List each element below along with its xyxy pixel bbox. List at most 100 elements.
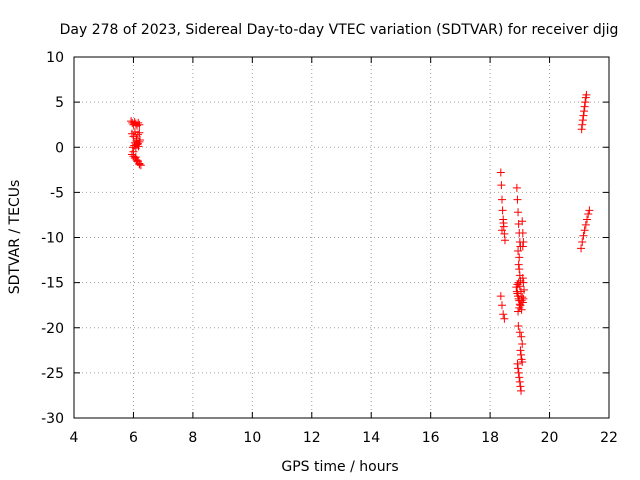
data-point: [519, 238, 528, 247]
y-tick-label: 5: [55, 95, 64, 111]
data-point: [580, 107, 589, 116]
data-point: [135, 136, 144, 145]
y-tick-label: -5: [50, 185, 64, 201]
data-point: [582, 90, 591, 99]
data-point: [516, 346, 525, 355]
y-axis-ticks: -30 -25 -20 -15 -10 -5 0 5 10: [41, 50, 609, 427]
data-point: [498, 206, 507, 215]
data-point: [579, 231, 588, 240]
x-tick-label: 12: [303, 430, 321, 446]
y-tick-label: 10: [46, 50, 64, 66]
y-tick-label: -30: [41, 411, 64, 427]
data-point: [517, 386, 526, 395]
x-axis-label: GPS time / hours: [281, 459, 398, 475]
data-point: [498, 301, 506, 310]
data-point: [514, 364, 523, 373]
grid-lines: [74, 57, 609, 418]
data-point: [518, 339, 527, 348]
data-point: [515, 282, 524, 291]
data-point: [515, 303, 524, 312]
data-point: [135, 160, 144, 169]
data-point: [516, 382, 525, 391]
data-point: [577, 244, 586, 253]
data-point: [517, 296, 526, 305]
data-point: [519, 285, 528, 294]
data-point: [133, 156, 142, 165]
x-tick-label: 22: [600, 430, 618, 446]
chart-title: Day 278 of 2023, Sidereal Day-to-day VTE…: [60, 22, 619, 38]
data-point: [135, 120, 144, 129]
x-tick-label: 14: [362, 430, 380, 446]
data-point: [514, 260, 523, 269]
data-point: [584, 210, 593, 219]
data-point: [135, 128, 144, 137]
data-point: [513, 195, 522, 204]
data-point: [515, 377, 524, 386]
x-tick-label: 4: [70, 430, 79, 446]
data-point: [496, 292, 505, 301]
y-tick-label: -15: [41, 276, 64, 292]
data-point: [585, 206, 594, 215]
data-point: [581, 98, 590, 107]
data-point: [517, 350, 526, 359]
data-point: [518, 274, 527, 283]
x-tick-label: 10: [243, 430, 261, 446]
data-point: [514, 368, 523, 377]
data-point: [578, 116, 587, 125]
data-point: [518, 293, 527, 302]
data-points: [127, 90, 594, 395]
data-point: [136, 161, 145, 170]
x-tick-label: 18: [481, 430, 499, 446]
data-point: [581, 220, 590, 229]
data-point: [514, 247, 523, 256]
data-point: [134, 118, 143, 127]
x-axis-ticks: 4 6 8 10 12 14 16 18 20 22: [70, 57, 618, 446]
data-point: [519, 294, 528, 303]
data-point: [512, 183, 521, 192]
data-point: [514, 321, 523, 330]
data-point: [499, 219, 508, 228]
data-point: [518, 228, 527, 237]
data-point: [515, 265, 524, 274]
data-point: [518, 358, 527, 367]
x-tick-label: 20: [541, 430, 559, 446]
data-point: [580, 226, 589, 235]
data-point: [133, 130, 142, 139]
data-point: [518, 242, 527, 251]
data-point: [496, 168, 505, 177]
series-sdtvar: [127, 90, 594, 395]
data-point: [579, 111, 588, 120]
x-tick-label: 8: [188, 430, 197, 446]
data-point: [578, 238, 587, 247]
data-point: [519, 278, 528, 287]
data-point: [515, 253, 524, 262]
data-point: [514, 208, 523, 217]
y-tick-label: -25: [41, 366, 64, 382]
data-point: [499, 310, 508, 319]
data-point: [514, 292, 523, 301]
y-tick-label: -20: [41, 321, 64, 337]
data-point: [514, 307, 523, 316]
y-tick-label: -10: [41, 231, 64, 247]
data-point: [518, 298, 527, 307]
data-point: [500, 236, 509, 245]
data-point: [515, 373, 524, 382]
data-point: [135, 137, 144, 146]
data-point: [515, 328, 524, 337]
data-point: [580, 102, 589, 111]
y-axis-label: SDTVAR / TECUs: [7, 180, 23, 295]
data-point: [131, 153, 140, 162]
x-tick-label: 6: [129, 430, 138, 446]
data-point: [517, 332, 526, 341]
data-point: [497, 181, 506, 190]
data-point: [129, 147, 138, 156]
data-point: [498, 226, 506, 235]
x-tick-label: 16: [422, 430, 440, 446]
data-point: [518, 217, 527, 226]
data-point: [498, 195, 506, 204]
data-point: [133, 139, 142, 148]
y-tick-label: 0: [55, 140, 64, 156]
data-point: [577, 125, 586, 134]
data-point: [583, 215, 592, 224]
